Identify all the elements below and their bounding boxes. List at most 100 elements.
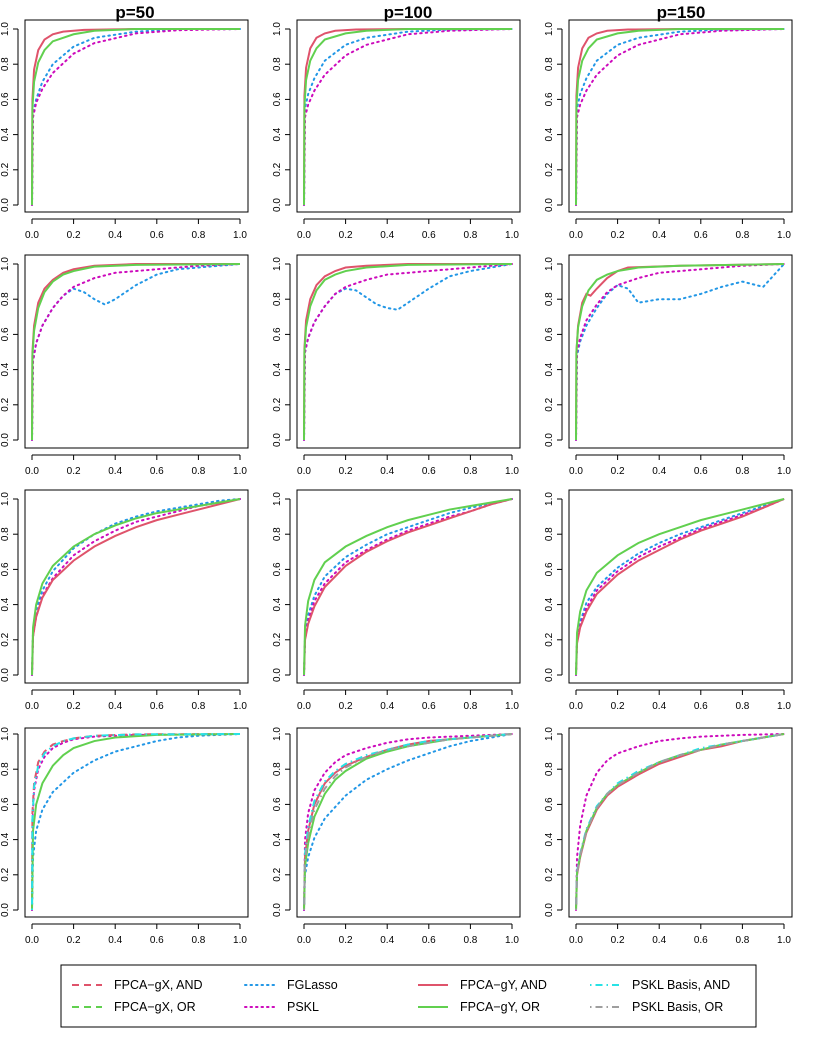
plot-frame <box>568 727 793 918</box>
roc-panel-r1-c3: 0.0 0.2 0.4 0.6 0.8 1.0 0.0 0.2 0.4 0.6 0.8 1.0 <box>544 19 793 241</box>
roc-panel-r1-c1: 0.0 0.2 0.4 0.6 0.8 1.0 0.0 0.2 0.4 0.6 0.8 1.0 <box>0 19 249 241</box>
series-line-fpca-gy-and <box>303 498 513 676</box>
y-tick-label: 0.6 <box>272 327 283 341</box>
y-tick-label: 0.6 <box>272 797 283 811</box>
x-tick-label: 1.0 <box>505 466 519 477</box>
y-tick-label: 0.4 <box>272 127 283 141</box>
x-tick-label: 0.8 <box>463 935 477 946</box>
x-tick-label: 0.2 <box>339 230 353 241</box>
x-tick-label: 0.6 <box>694 466 708 477</box>
x-tick-label: 0.4 <box>380 935 394 946</box>
x-tick-label: 0.4 <box>652 935 666 946</box>
plot-frame <box>568 19 793 213</box>
roc-panel-r3-c1: 0.0 0.2 0.4 0.6 0.8 1.0 0.0 0.2 0.4 0.6 0.8 1.0 <box>0 489 249 712</box>
plot-frame <box>24 19 249 213</box>
x-tick-label: 0.0 <box>297 466 311 477</box>
column-title-p150: p=150 <box>657 3 706 22</box>
x-tick-label: 0.0 <box>25 701 39 712</box>
y-tick-label: 0.0 <box>272 198 283 212</box>
legend-item: PSKL Basis, OR <box>590 1000 723 1014</box>
series-line-fglasso <box>575 263 785 441</box>
y-tick-label: 0.0 <box>0 433 11 447</box>
y-tick-label: 0.8 <box>0 57 11 71</box>
y-tick-label: 0.0 <box>544 198 555 212</box>
y-tick-label: 0.8 <box>544 57 555 71</box>
plot-frame <box>24 254 249 449</box>
x-tick-label: 0.4 <box>108 466 122 477</box>
x-tick-label: 0.2 <box>611 935 625 946</box>
x-tick-label: 0.2 <box>611 466 625 477</box>
series-line-fglasso <box>303 498 513 676</box>
x-tick-label: 0.8 <box>463 701 477 712</box>
x-tick-label: 0.0 <box>297 935 311 946</box>
x-tick-label: 0.6 <box>422 935 436 946</box>
y-tick-label: 0.2 <box>544 632 555 646</box>
x-tick-label: 1.0 <box>505 230 519 241</box>
y-tick-label: 0.6 <box>272 92 283 106</box>
x-tick-label: 0.2 <box>339 935 353 946</box>
y-tick-label: 0.6 <box>0 92 11 106</box>
y-tick-label: 1.0 <box>544 257 555 271</box>
y-tick-label: 0.0 <box>0 668 11 682</box>
x-tick-label: 0.4 <box>108 935 122 946</box>
x-tick-label: 0.4 <box>380 701 394 712</box>
y-tick-label: 0.6 <box>0 562 11 576</box>
series-line-pskl <box>575 263 785 441</box>
y-tick-label: 0.8 <box>272 527 283 541</box>
y-tick-label: 0.6 <box>0 327 11 341</box>
legend-label: FPCA−gX, OR <box>114 1000 196 1014</box>
x-tick-label: 0.8 <box>463 230 477 241</box>
series-line-fglasso <box>575 498 785 676</box>
legend-item: FGLasso <box>244 978 338 992</box>
x-tick-label: 0.6 <box>150 701 164 712</box>
y-tick-label: 0.4 <box>544 362 555 376</box>
series-line-pskl-basis-and <box>31 733 241 911</box>
x-tick-label: 0.2 <box>67 230 81 241</box>
x-tick-label: 0.4 <box>652 466 666 477</box>
roc-panel-r2-c3: 0.0 0.2 0.4 0.6 0.8 1.0 0.0 0.2 0.4 0.6 0.8 1.0 <box>544 254 793 477</box>
x-tick-label: 0.8 <box>735 701 749 712</box>
x-tick-label: 0.4 <box>108 230 122 241</box>
y-tick-label: 1.0 <box>0 727 11 741</box>
series-line-pskl <box>31 263 241 441</box>
x-tick-label: 0.6 <box>150 935 164 946</box>
legend-item: PSKL <box>244 1000 319 1014</box>
y-tick-label: 0.2 <box>272 162 283 176</box>
plot-frame <box>568 254 793 449</box>
x-tick-label: 0.0 <box>297 701 311 712</box>
y-tick-label: 1.0 <box>0 22 11 36</box>
y-tick-label: 0.6 <box>0 797 11 811</box>
plot-frame <box>24 489 249 684</box>
y-tick-label: 0.0 <box>0 903 11 917</box>
y-tick-label: 0.0 <box>544 668 555 682</box>
y-tick-label: 0.4 <box>272 362 283 376</box>
plot-frame <box>568 489 793 684</box>
x-tick-label: 0.4 <box>108 701 122 712</box>
legend-label: PSKL <box>287 1000 319 1014</box>
y-tick-label: 0.2 <box>0 162 11 176</box>
x-tick-label: 0.4 <box>380 230 394 241</box>
y-tick-label: 0.2 <box>272 632 283 646</box>
x-tick-label: 0.8 <box>735 466 749 477</box>
y-tick-label: 0.6 <box>544 327 555 341</box>
x-tick-label: 0.2 <box>611 701 625 712</box>
series-line-fpca-gy-or <box>303 263 513 441</box>
y-tick-label: 1.0 <box>0 492 11 506</box>
x-tick-label: 0.4 <box>652 230 666 241</box>
y-tick-label: 0.2 <box>544 162 555 176</box>
series-line-pskl <box>303 28 513 206</box>
legend-label: FPCA−gX, AND <box>114 978 203 992</box>
x-tick-label: 1.0 <box>777 230 791 241</box>
y-tick-label: 0.2 <box>544 867 555 881</box>
y-tick-label: 0.2 <box>0 867 11 881</box>
x-tick-label: 0.2 <box>67 466 81 477</box>
y-tick-label: 0.8 <box>544 762 555 776</box>
roc-panel-r3-c2: 0.0 0.2 0.4 0.6 0.8 1.0 0.0 0.2 0.4 0.6 0.8 1.0 <box>272 489 521 712</box>
series-line-pskl-basis-and <box>303 733 513 911</box>
x-tick-label: 0.6 <box>694 230 708 241</box>
series-line-pskl <box>31 28 241 206</box>
y-tick-label: 1.0 <box>544 492 555 506</box>
x-tick-label: 0.8 <box>191 701 205 712</box>
series-line-fpca-gy-or <box>31 733 241 911</box>
